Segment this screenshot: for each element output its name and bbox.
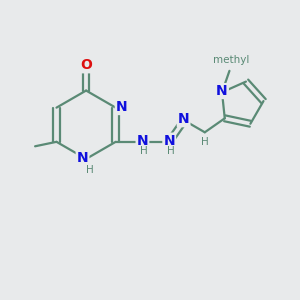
Text: H: H [86, 165, 94, 175]
Text: H: H [140, 146, 148, 156]
Text: N: N [116, 100, 127, 114]
Text: N: N [216, 84, 228, 98]
Text: H: H [201, 137, 209, 147]
Text: O: O [80, 58, 92, 72]
Text: N: N [178, 112, 189, 126]
Text: N: N [77, 151, 88, 165]
Text: methyl: methyl [213, 56, 249, 65]
Text: N: N [136, 134, 148, 148]
Text: H: H [167, 146, 175, 156]
Text: N: N [164, 134, 175, 148]
